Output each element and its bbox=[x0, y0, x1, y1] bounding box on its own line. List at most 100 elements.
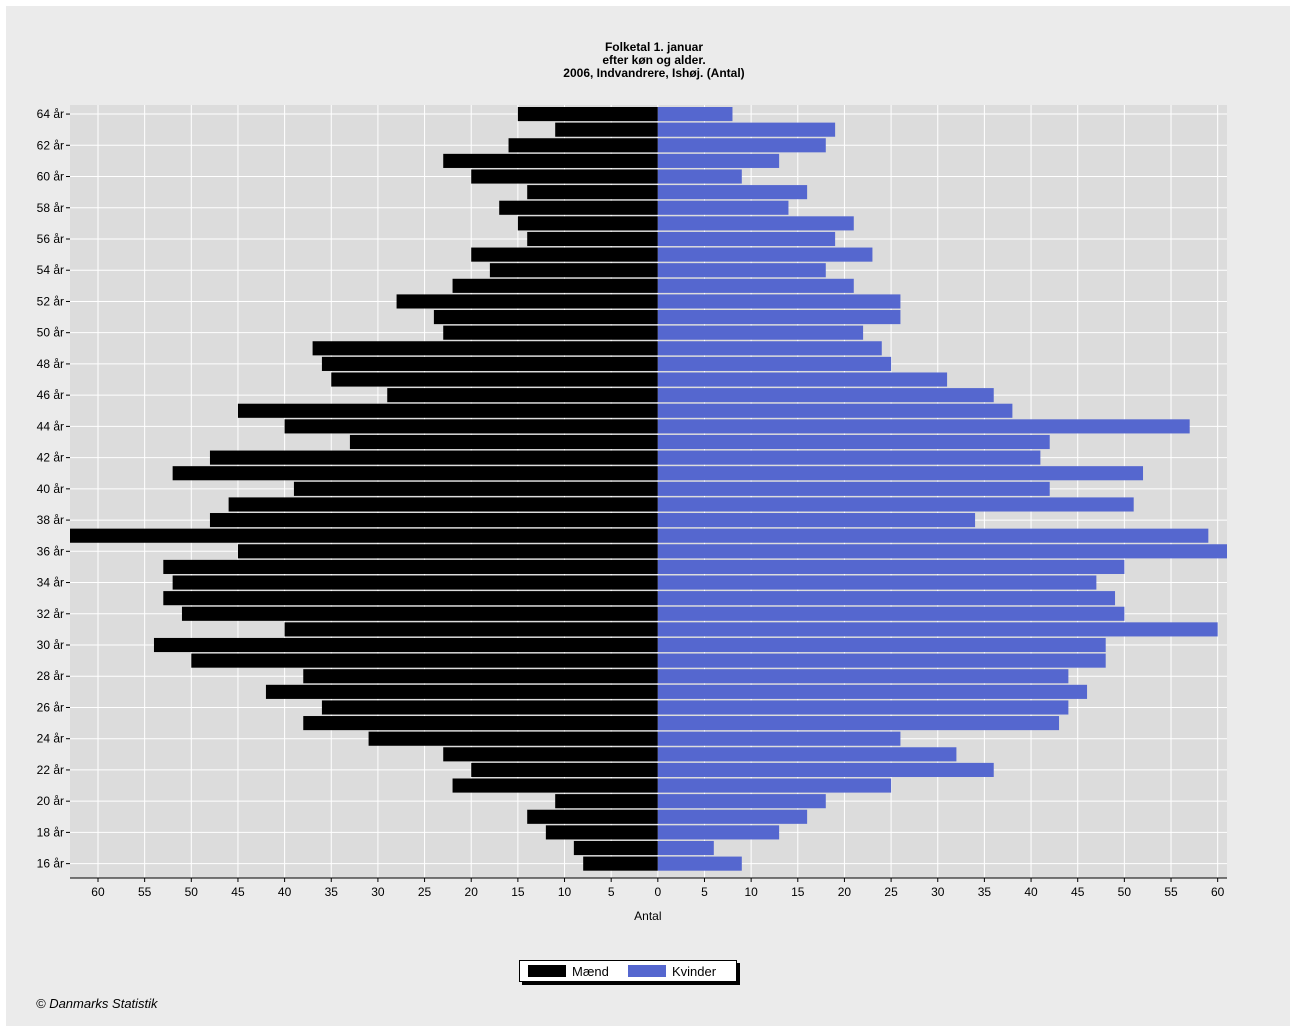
bar-men-age-31 bbox=[284, 622, 658, 637]
x-tick-label: 35 bbox=[325, 885, 339, 899]
x-axis-title: Antal bbox=[634, 909, 661, 923]
bar-men-age-62 bbox=[508, 138, 658, 153]
bar-men-age-61 bbox=[443, 153, 658, 168]
bar-women-age-38 bbox=[657, 513, 976, 528]
bar-men-age-45 bbox=[237, 403, 658, 418]
bar-men-age-63 bbox=[555, 122, 658, 137]
y-tick-label: 18 år bbox=[37, 825, 64, 839]
bar-men-age-46 bbox=[387, 388, 658, 403]
y-tick-label: 58 år bbox=[37, 201, 64, 215]
bar-women-age-59 bbox=[657, 185, 808, 200]
bar-men-age-22 bbox=[471, 762, 658, 777]
y-tick-label: 56 år bbox=[37, 232, 64, 246]
bar-men-age-36 bbox=[237, 544, 658, 559]
bar-women-age-20 bbox=[657, 794, 826, 809]
bar-men-age-33 bbox=[163, 591, 658, 606]
y-tick-label: 24 år bbox=[37, 732, 64, 746]
bar-women-age-53 bbox=[657, 278, 854, 293]
bar-men-age-57 bbox=[517, 216, 658, 231]
bar-women-age-19 bbox=[657, 809, 808, 824]
bar-men-age-23 bbox=[443, 747, 658, 762]
bar-women-age-39 bbox=[657, 497, 1134, 512]
bar-women-age-18 bbox=[657, 825, 780, 840]
x-tick-label: 25 bbox=[884, 885, 898, 899]
legend: Mænd Kvinder bbox=[519, 960, 737, 982]
y-tick-label: 50 år bbox=[37, 326, 64, 340]
bar-women-age-34 bbox=[657, 575, 1097, 590]
bar-women-age-28 bbox=[657, 669, 1069, 684]
bar-women-age-55 bbox=[657, 247, 873, 262]
x-tick-label: 20 bbox=[838, 885, 852, 899]
bar-men-age-47 bbox=[331, 372, 658, 387]
bar-women-age-32 bbox=[657, 606, 1125, 621]
bar-women-age-29 bbox=[657, 653, 1106, 668]
bar-women-age-21 bbox=[657, 778, 892, 793]
y-tick-label: 54 år bbox=[37, 263, 64, 277]
y-tick-label: 16 år bbox=[37, 857, 64, 871]
bar-women-age-63 bbox=[657, 122, 836, 137]
bar-men-age-38 bbox=[209, 513, 658, 528]
x-axis-labels: 60 55 50 45 40 35 30 25 20 15 10 5 0 5 10 15 20 25 30 35 40 4… bbox=[70, 877, 1227, 899]
bar-men-age-27 bbox=[265, 684, 658, 699]
x-tick-label: 60 bbox=[1211, 885, 1225, 899]
bar-men-age-19 bbox=[527, 809, 658, 824]
legend-item-men: Mænd bbox=[528, 963, 609, 979]
bar-women-age-35 bbox=[657, 559, 1125, 574]
bar-men-age-64 bbox=[517, 107, 658, 122]
bar-men-age-40 bbox=[293, 481, 658, 496]
y-tick-label: 34 år bbox=[37, 576, 64, 590]
y-tick-label: 44 år bbox=[37, 419, 64, 433]
y-tick-label: 46 år bbox=[37, 388, 64, 402]
chart-title-line-1: Folketal 1. januar bbox=[605, 40, 703, 54]
bar-men-age-59 bbox=[527, 185, 658, 200]
bar-women-age-22 bbox=[657, 762, 994, 777]
bar-women-age-24 bbox=[657, 731, 901, 746]
bar-men-age-35 bbox=[163, 559, 658, 574]
x-tick-label: 15 bbox=[791, 885, 805, 899]
y-tick-label: 20 år bbox=[37, 794, 64, 808]
bar-women-age-56 bbox=[657, 231, 836, 247]
y-tick-label: 42 år bbox=[37, 451, 64, 465]
x-tick-label: 40 bbox=[1024, 885, 1038, 899]
bar-men-age-55 bbox=[471, 247, 658, 262]
bar-men-age-58 bbox=[499, 200, 658, 215]
bar-men-age-43 bbox=[349, 434, 658, 450]
legend-swatch-women bbox=[628, 965, 666, 977]
bar-men-age-50 bbox=[443, 325, 658, 340]
bar-women-age-57 bbox=[657, 216, 854, 231]
x-tick-label: 20 bbox=[465, 885, 479, 899]
y-tick-label: 62 år bbox=[37, 138, 64, 152]
bar-men-age-17 bbox=[573, 840, 658, 856]
bar-men-age-56 bbox=[527, 231, 658, 247]
x-tick-label: 45 bbox=[231, 885, 245, 899]
y-tick-label: 64 år bbox=[37, 107, 64, 121]
bar-women-age-25 bbox=[657, 716, 1060, 731]
bar-men-age-39 bbox=[228, 497, 658, 512]
bar-women-age-43 bbox=[657, 434, 1050, 450]
x-tick-label: 10 bbox=[744, 885, 758, 899]
bar-men-age-20 bbox=[555, 794, 658, 809]
bar-women-age-16 bbox=[657, 856, 742, 871]
bar-women-age-51 bbox=[657, 310, 901, 325]
legend-swatch-men bbox=[528, 965, 566, 977]
bar-men-age-53 bbox=[452, 278, 658, 293]
legend-label-women: Kvinder bbox=[672, 963, 717, 979]
bar-women-age-62 bbox=[657, 138, 826, 153]
bar-women-age-30 bbox=[657, 637, 1106, 653]
y-axis-labels: 64 år 62 år 60 år 58 år 56 år 54 år 52 år 50 år… bbox=[37, 107, 70, 871]
bar-men-age-51 bbox=[433, 310, 658, 325]
bar-men-age-28 bbox=[303, 669, 658, 684]
bar-women-age-52 bbox=[657, 294, 901, 309]
y-tick-label: 48 år bbox=[37, 357, 64, 371]
bars bbox=[70, 107, 1227, 871]
bar-women-age-33 bbox=[657, 591, 1116, 606]
bar-men-age-26 bbox=[321, 700, 658, 715]
bar-women-age-44 bbox=[657, 419, 1190, 434]
y-tick-label: 32 år bbox=[37, 607, 64, 621]
bar-men-age-48 bbox=[321, 356, 658, 371]
y-tick-label: 26 år bbox=[37, 700, 64, 714]
x-tick-label: 45 bbox=[1071, 885, 1085, 899]
y-tick-label: 40 år bbox=[37, 482, 64, 496]
